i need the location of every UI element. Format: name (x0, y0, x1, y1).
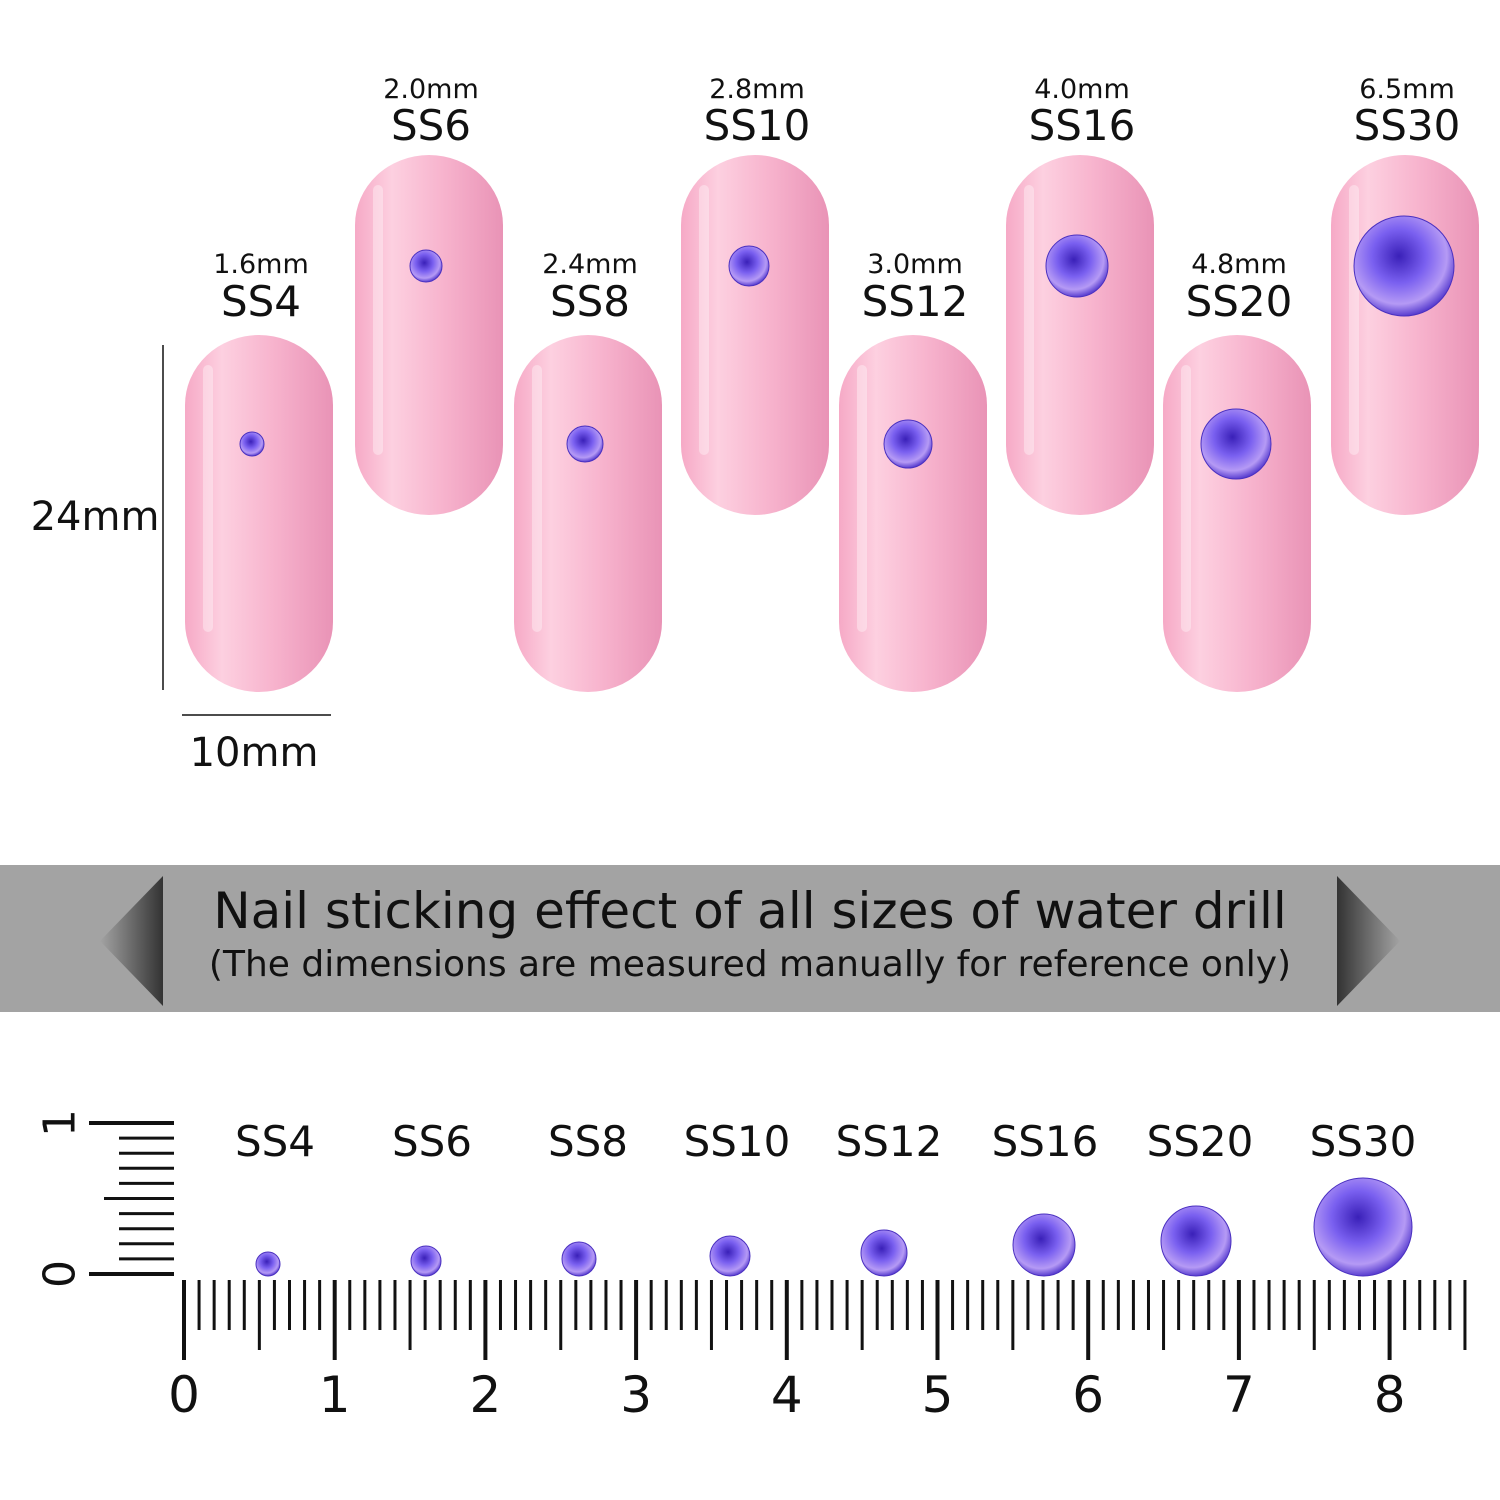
nail-mm-label: 2.4mm (542, 249, 638, 280)
nail-size-label: SS4 (221, 277, 301, 326)
nail-size-label: SS20 (1186, 277, 1293, 326)
nail-highlight (1349, 185, 1359, 455)
gem-ss10 (728, 245, 770, 287)
ruler-gem-label: SS30 (1310, 1117, 1417, 1166)
gem-ss30 (1353, 215, 1455, 317)
ruler-gem-label: SS8 (548, 1117, 628, 1166)
nail-highlight (699, 185, 709, 455)
banner-subtitle: (The dimensions are measured manually fo… (209, 944, 1291, 985)
nail-mm-label: 3.0mm (867, 249, 963, 280)
nail-mm-label: 2.0mm (383, 74, 479, 105)
ruler-gem-label: SS10 (684, 1117, 791, 1166)
nail-size-label: SS30 (1354, 101, 1461, 150)
nail-size-label: SS16 (1029, 101, 1136, 150)
height-dimension-label: 24mm (31, 494, 160, 540)
nail-size-label: SS12 (862, 277, 969, 326)
nail-highlight (1181, 365, 1191, 632)
ruler-gem-ss30 (1313, 1177, 1413, 1277)
ruler-gem-label: SS4 (235, 1117, 315, 1166)
ruler-label: 3 (620, 1366, 652, 1424)
nail-size-label: SS8 (550, 277, 630, 326)
ruler-gem-ss4 (255, 1251, 281, 1277)
ruler-label: 8 (1374, 1366, 1406, 1424)
ruler-label: 6 (1072, 1366, 1104, 1424)
left-arrow-icon (100, 876, 163, 1006)
nail-shape (355, 155, 503, 515)
nail-highlight (203, 365, 213, 632)
ruler-gem-label: SS20 (1147, 1117, 1254, 1166)
gem-ss6 (409, 249, 443, 283)
ruler-gem-label: SS16 (992, 1117, 1099, 1166)
gem-ss8 (566, 425, 604, 463)
ruler-gem-ss10 (709, 1235, 751, 1277)
ruler-gem-ss8 (561, 1241, 597, 1277)
ruler-gem-label: SS12 (836, 1117, 943, 1166)
nail-mm-label: 1.6mm (213, 249, 309, 280)
ruler-label: 0 (168, 1366, 200, 1424)
ruler-label: 7 (1223, 1366, 1255, 1424)
nail-shape (681, 155, 829, 515)
nail-mm-label: 4.8mm (1191, 249, 1287, 280)
ruler-gem-ss16 (1012, 1213, 1076, 1277)
nail-highlight (1024, 185, 1034, 455)
banner (0, 865, 1500, 1012)
ruler-gem-ss12 (860, 1229, 908, 1277)
nail-size-label: SS10 (704, 101, 811, 150)
nail-size-label: SS6 (391, 101, 471, 150)
gem-ss4 (239, 431, 265, 457)
nail-mm-label: 6.5mm (1359, 74, 1455, 105)
nail-mm-label: 2.8mm (709, 74, 805, 105)
width-dimension-label: 10mm (190, 730, 319, 776)
banner-title: Nail sticking effect of all sizes of wat… (213, 882, 1287, 940)
nail-shape (1163, 335, 1311, 692)
ruler-gem-ss6 (410, 1245, 442, 1277)
nail-highlight (373, 185, 383, 455)
nail-shape (185, 335, 333, 692)
nail-highlight (857, 365, 867, 632)
gem-ss16 (1045, 234, 1109, 298)
nail-shape (839, 335, 987, 692)
ruler-gem-label: SS6 (392, 1117, 472, 1166)
vertical-ruler-label: 1 (35, 1109, 86, 1137)
nail-shape (1006, 155, 1154, 515)
nail-mm-label: 4.0mm (1034, 74, 1130, 105)
ruler-label: 5 (922, 1366, 954, 1424)
ruler-label: 2 (469, 1366, 501, 1424)
nail-highlight (532, 365, 542, 632)
ruler-gem-ss20 (1160, 1205, 1232, 1277)
nail-shape (514, 335, 662, 692)
gem-ss12 (883, 419, 933, 469)
ruler-label: 1 (319, 1366, 351, 1424)
ruler-label: 4 (771, 1366, 803, 1424)
vertical-ruler-label: 0 (35, 1260, 86, 1288)
gem-ss20 (1200, 408, 1272, 480)
right-arrow-icon (1337, 876, 1400, 1006)
